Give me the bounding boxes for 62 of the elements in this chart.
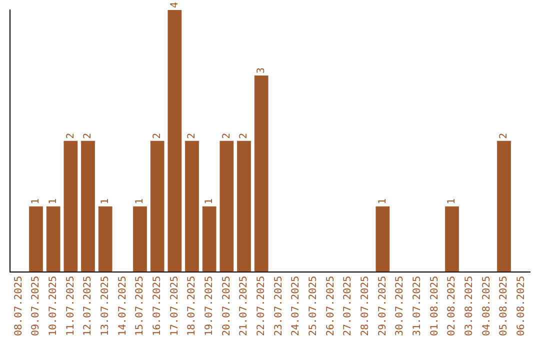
data-label: 1 xyxy=(134,198,146,204)
x-tick-label: 19.07.2025 xyxy=(204,276,215,336)
data-label: 1 xyxy=(48,198,59,204)
data-label: 1 xyxy=(377,198,388,204)
x-tick-label: 18.07.2025 xyxy=(186,276,198,336)
x-tick-label: 04.08.2025 xyxy=(481,276,492,336)
bar xyxy=(254,75,268,272)
data-label: 1 xyxy=(446,198,458,204)
x-tick-label: 10.07.2025 xyxy=(48,276,59,336)
data-label: 4 xyxy=(169,2,180,8)
x-tick-label: 05.08.2025 xyxy=(498,276,510,336)
data-label: 2 xyxy=(152,132,163,139)
data-label: 1 xyxy=(30,198,42,204)
bar xyxy=(81,140,95,272)
data-label: 2 xyxy=(498,132,510,139)
x-tick-label: 12.07.2025 xyxy=(82,276,94,336)
x-tick-label: 28.07.2025 xyxy=(360,276,371,336)
data-label: 1 xyxy=(204,198,215,204)
x-tick-label: 15.07.2025 xyxy=(134,276,146,336)
bar xyxy=(64,140,78,272)
bar xyxy=(150,140,164,272)
bar xyxy=(29,206,43,272)
x-tick-label: 27.07.2025 xyxy=(342,276,354,336)
x-tick-label: 09.07.2025 xyxy=(30,276,42,336)
x-tick-label: 06.08.2025 xyxy=(516,276,527,336)
bar xyxy=(445,206,459,272)
x-tick-label: 20.07.2025 xyxy=(221,276,232,336)
x-tick-label: 01.08.2025 xyxy=(429,276,440,336)
data-label: 2 xyxy=(186,132,198,139)
x-tick-label: 29.07.2025 xyxy=(377,276,388,336)
data-label: 2 xyxy=(82,132,94,139)
x-tick-label: 17.07.2025 xyxy=(169,276,180,336)
bar xyxy=(376,206,390,272)
x-tick-label: 21.07.2025 xyxy=(238,276,250,336)
data-label: 3 xyxy=(256,67,267,74)
x-tick-label: 13.07.2025 xyxy=(100,276,111,336)
x-tick-label: 22.07.2025 xyxy=(256,276,267,336)
bar xyxy=(220,140,234,272)
x-tick-label: 02.08.2025 xyxy=(446,276,458,336)
x-tick-label: 03.08.2025 xyxy=(464,276,475,336)
x-tick-label: 08.07.2025 xyxy=(13,276,24,336)
x-tick-label: 14.07.2025 xyxy=(117,276,128,336)
bar xyxy=(168,10,182,272)
data-label: 1 xyxy=(100,198,111,204)
x-tick-label: 24.07.2025 xyxy=(290,276,302,336)
bar xyxy=(185,140,199,272)
x-tick-label: 11.07.2025 xyxy=(65,276,76,336)
x-tick-label: 25.07.2025 xyxy=(308,276,319,336)
x-tick-label: 26.07.2025 xyxy=(325,276,336,336)
bar xyxy=(497,140,511,272)
x-tick-label: 31.07.2025 xyxy=(412,276,423,336)
bar xyxy=(46,206,60,272)
x-tick-label: 16.07.2025 xyxy=(152,276,163,336)
data-label: 2 xyxy=(238,132,250,139)
bar xyxy=(133,206,147,272)
data-label: 2 xyxy=(221,132,232,139)
x-tick-label: 23.07.2025 xyxy=(273,276,284,336)
bar xyxy=(202,206,216,272)
x-tick-label: 30.07.2025 xyxy=(394,276,406,336)
bar xyxy=(237,140,251,272)
bar xyxy=(98,206,112,272)
data-label: 2 xyxy=(65,132,76,139)
